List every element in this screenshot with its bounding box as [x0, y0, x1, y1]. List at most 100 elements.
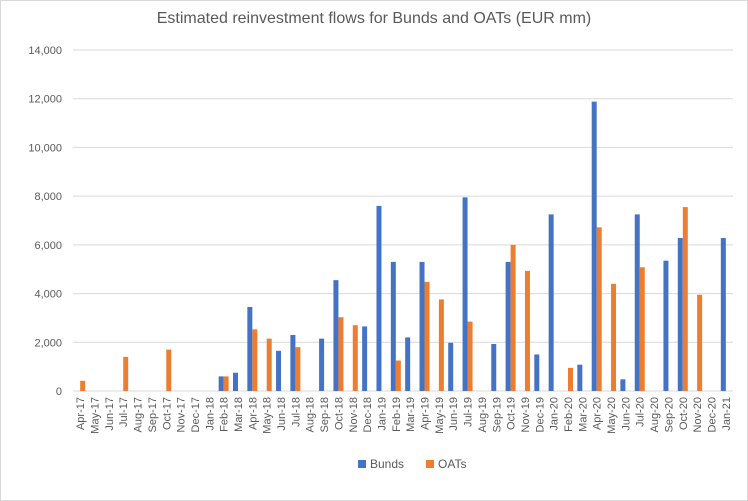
- x-tick-label: Nov-18: [348, 397, 360, 432]
- bar-oats-nov-18: [352, 325, 358, 391]
- x-tick-label: May-17: [90, 397, 102, 434]
- bar-bunds-oct-19: [505, 261, 511, 391]
- y-tick-label: 0: [56, 386, 62, 398]
- x-tick-label: Sep-20: [663, 397, 675, 432]
- x-tick-label: Nov-20: [692, 397, 704, 432]
- x-tick-label: Dec-18: [362, 397, 374, 432]
- x-tick-label: Jun-20: [620, 397, 632, 431]
- x-tick-label: Apr-17: [75, 397, 87, 430]
- bars: [80, 101, 726, 391]
- x-tick-label: Jun-19: [448, 397, 460, 431]
- bar-oats-nov-20: [697, 294, 703, 391]
- x-tick-label: Apr-18: [247, 397, 259, 430]
- x-tick-label: Feb-19: [391, 397, 403, 432]
- bar-oats-feb-20: [568, 367, 573, 391]
- legend-label-oats: OATs: [438, 457, 466, 471]
- legend-swatch-bunds: [358, 460, 366, 468]
- bar-oats-may-20: [611, 283, 617, 391]
- x-tick-label: Aug-20: [649, 397, 661, 432]
- x-tick-label: Sep-17: [147, 397, 159, 432]
- y-tick-label: 8,000: [34, 191, 62, 203]
- bar-bunds-jan-20: [548, 214, 554, 391]
- y-tick-label: 4,000: [34, 289, 62, 301]
- bar-bunds-apr-19: [419, 261, 425, 391]
- y-axis-tick-labels: 0 2,000 4,000 6,000 8,000 10,000 12,000 14,000: [28, 45, 62, 398]
- x-tick-label: Jan-20: [549, 397, 561, 431]
- x-tick-label: Jul-19: [463, 397, 475, 427]
- bar-oats-nov-19: [524, 270, 530, 391]
- bar-oats-may-19: [438, 299, 444, 391]
- gridlines: [73, 49, 733, 392]
- bar-bunds-sep-20: [663, 260, 669, 391]
- legend: Bunds OATs: [358, 457, 466, 471]
- chart-title: Estimated reinvestment flows for Bunds a…: [156, 10, 592, 27]
- x-tick-label: Dec-19: [534, 397, 546, 432]
- x-tick-label: Jan-18: [204, 397, 216, 431]
- y-tick-label: 10,000: [28, 142, 62, 154]
- bar-bunds-jun-18: [276, 350, 282, 391]
- bar-bunds-sep-18: [319, 338, 325, 391]
- x-tick-label: Jul-18: [290, 397, 302, 427]
- bar-bunds-mar-19: [405, 337, 411, 391]
- bar-bunds-oct-20: [677, 238, 683, 391]
- x-tick-label: Sep-19: [491, 397, 503, 432]
- bar-bunds-oct-18: [333, 280, 339, 391]
- x-tick-label: Oct-17: [161, 397, 173, 430]
- bar-bunds-jun-19: [448, 342, 454, 391]
- bar-oats-oct-19: [510, 244, 516, 391]
- x-tick-label: Aug-17: [133, 397, 145, 432]
- bar-bunds-jan-21: [720, 238, 726, 391]
- x-tick-label: Jun-17: [104, 397, 116, 431]
- bar-oats-oct-20: [682, 207, 688, 391]
- bar-bunds-jul-19: [462, 197, 468, 391]
- y-tick-label: 6,000: [34, 240, 62, 252]
- bar-bunds-sep-19: [491, 343, 497, 391]
- legend-swatch-oats: [426, 460, 434, 468]
- bar-bunds-mar-18: [233, 372, 238, 391]
- bar-oats-oct-17: [166, 349, 172, 391]
- x-tick-label: May-19: [434, 397, 446, 434]
- bar-oats-apr-18: [252, 329, 258, 391]
- bar-oats-feb-18: [223, 376, 229, 391]
- bar-oats-apr-19: [424, 281, 430, 391]
- y-tick-label: 14,000: [28, 45, 62, 57]
- bar-bunds-apr-18: [247, 306, 253, 391]
- x-tick-label: Feb-20: [563, 397, 575, 432]
- x-tick-label: Jul-20: [635, 397, 647, 427]
- x-tick-label: Mar-19: [405, 397, 417, 432]
- x-tick-label: Jan-21: [721, 397, 733, 431]
- bar-oats-oct-18: [338, 317, 344, 391]
- x-tick-label: Oct-19: [506, 397, 518, 430]
- x-tick-label: Mar-20: [577, 397, 589, 432]
- bar-oats-jul-19: [467, 321, 473, 391]
- y-tick-label: 2,000: [34, 337, 62, 349]
- bar-oats-jul-17: [123, 356, 129, 391]
- bar-oats-jul-18: [295, 347, 301, 391]
- legend-label-bunds: Bunds: [370, 457, 404, 471]
- x-tick-label: Dec-20: [706, 397, 718, 432]
- x-tick-label: Jul-17: [118, 397, 130, 427]
- x-tick-label: Apr-20: [592, 397, 604, 430]
- x-tick-label: Oct-20: [678, 397, 690, 430]
- x-tick-label: Aug-18: [305, 397, 317, 432]
- bar-bunds-jun-20: [620, 379, 626, 391]
- bar-bunds-jan-19: [376, 205, 382, 391]
- x-tick-label: Dec-17: [190, 397, 202, 432]
- bar-oats-may-18: [266, 338, 272, 391]
- bar-bunds-feb-18: [218, 376, 224, 391]
- x-tick-label: Oct-18: [333, 397, 345, 430]
- bar-bunds-dec-18: [362, 326, 368, 391]
- y-tick-label: 12,000: [28, 94, 62, 106]
- x-tick-label: Nov-19: [520, 397, 532, 432]
- x-tick-label: Apr-19: [420, 397, 432, 430]
- bar-bunds-jul-20: [634, 214, 640, 391]
- x-tick-label: Jan-19: [376, 397, 388, 431]
- x-tick-label: Feb-18: [219, 397, 231, 432]
- bar-oats-apr-17: [80, 380, 86, 391]
- x-tick-label: Sep-18: [319, 397, 331, 432]
- x-tick-label: Nov-17: [176, 397, 188, 432]
- bar-bunds-mar-20: [577, 364, 583, 391]
- bar-bunds-jul-18: [290, 334, 296, 391]
